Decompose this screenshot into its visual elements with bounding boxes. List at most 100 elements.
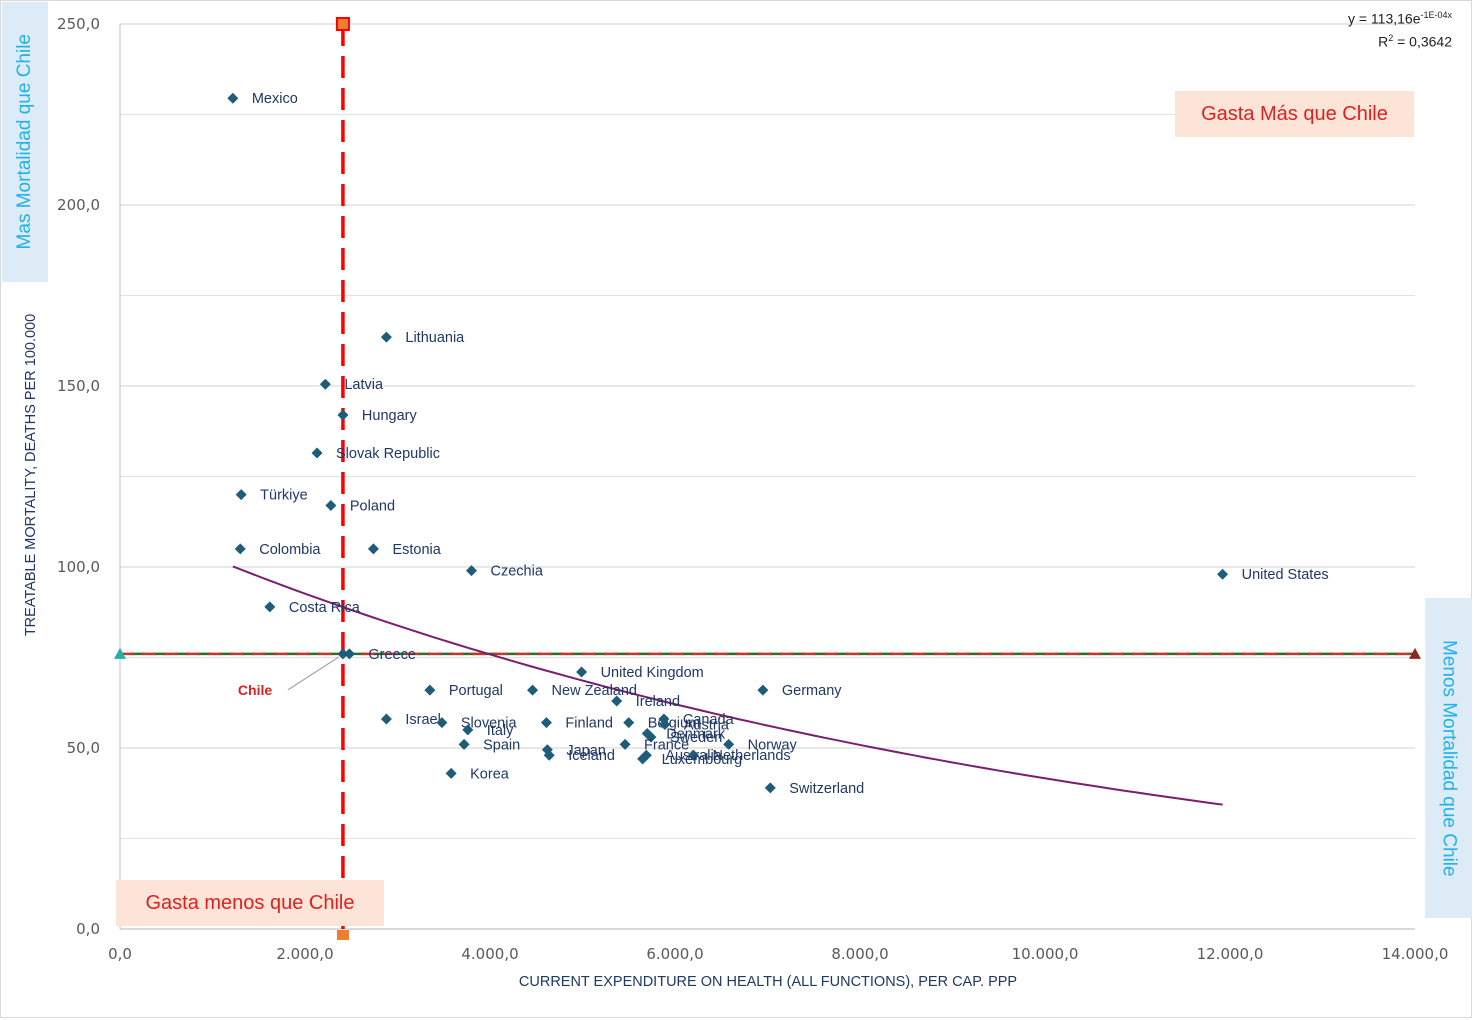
data-points: Mexico Lithuania Latvia Hungary Slovak Repub… [227, 91, 1329, 797]
point-label: Italy [487, 723, 514, 739]
point-label: United Kingdom [601, 665, 704, 681]
point-label: Hungary [362, 408, 418, 424]
point-marker [367, 543, 379, 555]
point-marker [619, 738, 631, 750]
point-label: Finland [565, 716, 613, 732]
point-label: Israel [405, 712, 440, 728]
point-marker [337, 648, 349, 660]
y-tick-label: 50,0 [67, 739, 100, 757]
point-label: Canada [683, 712, 735, 728]
menos-mortalidad-box: Menos Mortalidad que Chile [1425, 598, 1472, 918]
point-label: Austria [684, 717, 730, 733]
chile-label: Chile [238, 682, 272, 698]
point-marker [264, 601, 276, 613]
trendline [232, 565, 1223, 806]
point-label: Japan [566, 743, 606, 759]
chile-line-top-marker [335, 17, 350, 31]
chile-line-start-marker [114, 647, 126, 659]
x-tick-label: 0,0 [108, 945, 132, 963]
point-marker [576, 666, 588, 678]
x-tick-labels: 0,0 2.000,0 4.000,0 6.000,0 8.000,0 10.000,0 1… [108, 945, 1448, 963]
chile-line-bottom-marker [336, 930, 349, 940]
point-label: Costa Rica [289, 600, 361, 616]
y-tick-label: 250,0 [57, 15, 100, 33]
x-tick-label: 12.000,0 [1197, 945, 1264, 963]
point-label: Korea [470, 766, 510, 782]
point-label: Mexico [252, 91, 298, 107]
mas-mortalidad-box: Mas Mortalidad que Chile [2, 2, 48, 282]
x-tick-label: 8.000,0 [831, 945, 888, 963]
point-marker [343, 648, 355, 660]
point-marker [227, 92, 239, 104]
point-label: Spain [483, 737, 520, 753]
chile-line-end-marker [1409, 647, 1421, 659]
point-marker [466, 565, 477, 577]
r-squared-value: = 0,3642 [1393, 33, 1452, 50]
r-squared-exponent: 2 [1388, 32, 1394, 43]
point-marker [325, 499, 337, 511]
x-tick-label: 2.000,0 [276, 945, 333, 963]
point-marker [723, 738, 735, 750]
point-label: Germany [782, 683, 842, 699]
point-marker [688, 749, 699, 761]
equation-exponent: -1E-04x [1420, 10, 1452, 20]
point-marker [445, 767, 457, 779]
x-tick-label: 10.000,0 [1012, 945, 1079, 963]
gasta-mas-box: Gasta Más que Chile [1175, 91, 1414, 137]
point-marker [462, 724, 474, 736]
point-marker [540, 717, 552, 729]
point-label: Poland [350, 498, 395, 514]
point-marker [458, 738, 470, 750]
point-label: Netherlands [713, 748, 791, 764]
point-marker [319, 378, 331, 390]
mas-mortalidad-text: Mas Mortalidad que Chile [14, 34, 35, 250]
point-marker [764, 782, 776, 794]
point-label: Switzerland [789, 781, 864, 797]
x-tick-label: 14.000,0 [1382, 945, 1449, 963]
point-marker [380, 331, 392, 343]
point-marker [436, 717, 448, 729]
x-axis-title: CURRENT EXPENDITURE ON HEALTH (ALL FUNCT… [518, 974, 1018, 990]
point-label: Colombia [259, 542, 321, 558]
y-tick-labels: 0,0 50,0 100,0 150,0 200,0 250,0 [57, 15, 100, 938]
point-label: Ireland [636, 694, 680, 710]
point-label: United States [1242, 567, 1329, 583]
point-marker [637, 753, 649, 765]
point-label: France [644, 737, 689, 753]
menos-mortalidad-text: Menos Mortalidad que Chile [1438, 639, 1460, 877]
point-marker [527, 684, 539, 696]
gasta-menos-box: Gasta menos que Chile [116, 880, 384, 926]
point-marker [543, 749, 555, 761]
gasta-menos-text: Gasta menos que Chile [145, 891, 355, 914]
chile-callout: Chile [238, 656, 340, 698]
point-marker [1217, 568, 1229, 580]
point-label: Portugal [449, 683, 503, 699]
point-label: Slovak Republic [336, 446, 440, 462]
point-label: Slovenia [461, 716, 518, 732]
equation-line1: y = 113,16e [1347, 10, 1421, 27]
point-marker [659, 718, 671, 730]
point-marker [757, 684, 769, 696]
point-label: Iceland [568, 748, 615, 764]
point-label: Greece [368, 647, 416, 663]
y-tick-label: 100,0 [57, 558, 100, 576]
r-squared-symbol: R [1378, 33, 1389, 50]
point-label: New Zealand [552, 683, 637, 699]
x-tick-label: 4.000,0 [461, 945, 518, 963]
point-marker [235, 489, 247, 501]
y-tick-label: 0,0 [76, 920, 100, 938]
point-marker [234, 543, 246, 555]
point-marker [424, 684, 436, 696]
point-marker [623, 717, 635, 729]
point-marker [337, 409, 349, 421]
grid [119, 23, 1415, 930]
point-label: Luxembourg [662, 752, 743, 768]
point-label: Sweden [670, 730, 722, 746]
point-marker [645, 731, 657, 743]
point-label: Norway [748, 737, 798, 753]
trendline-equation: y = 113,16e-1E-04x R2 = 0,3642 [1348, 6, 1452, 51]
chile-leader-line [287, 656, 340, 691]
y-tick-label: 200,0 [57, 196, 100, 214]
